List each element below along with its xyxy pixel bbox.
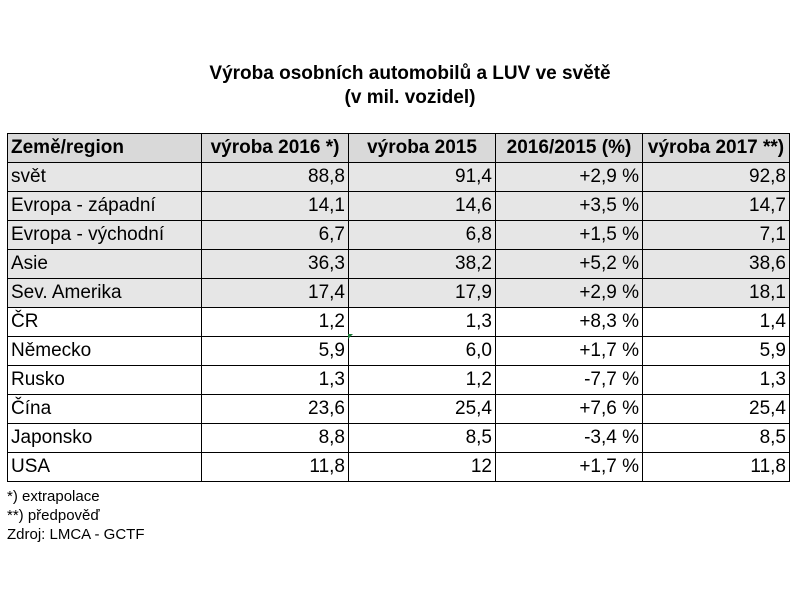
cell-production-2016: 36,3 bbox=[201, 249, 349, 279]
cell-production-2017: 1,4 bbox=[642, 307, 790, 337]
cell-change-2016-2015: +8,3 % bbox=[495, 307, 643, 337]
footnote-extrapolation: *) extrapolace bbox=[7, 488, 100, 505]
table-header-row: Země/region výroba 2016 *) výroba 2015 2016… bbox=[7, 133, 790, 163]
header-production-2015: výroba 2015 bbox=[348, 133, 496, 163]
cell-production-2015: 1,2 bbox=[348, 365, 496, 395]
cell-production-2017: 14,7 bbox=[642, 191, 790, 221]
cell-region: svět bbox=[7, 162, 202, 192]
cell-change-2016-2015: +1,5 % bbox=[495, 220, 643, 250]
table-row: Sev. Amerika 17,4 17,9 +2,9 % 18,1 bbox=[7, 278, 790, 308]
cell-change-2016-2015: +1,7 % bbox=[495, 452, 643, 482]
cell-production-2017: 7,1 bbox=[642, 220, 790, 250]
cell-production-2016: 17,4 bbox=[201, 278, 349, 308]
cell-change-2016-2015: +2,9 % bbox=[495, 278, 643, 308]
chart-subtitle: (v mil. vozidel) bbox=[344, 87, 476, 108]
cell-production-2015: 12 bbox=[348, 452, 496, 482]
cell-production-2016: 11,8 bbox=[201, 452, 349, 482]
cell-production-2017: 92,8 bbox=[642, 162, 790, 192]
cell-region: USA bbox=[7, 452, 202, 482]
cell-change-2016-2015: +7,6 % bbox=[495, 394, 643, 424]
cell-region: Rusko bbox=[7, 365, 202, 395]
cell-production-2017: 11,8 bbox=[642, 452, 790, 482]
cell-change-2016-2015: -7,7 % bbox=[495, 365, 643, 395]
cell-production-2015: 38,2 bbox=[348, 249, 496, 279]
source-note: Zdroj: LMCA - GCTF bbox=[7, 526, 145, 543]
cell-production-2017: 18,1 bbox=[642, 278, 790, 308]
table-row: svět 88,8 91,4 +2,9 % 92,8 bbox=[7, 162, 790, 192]
cell-production-2016: 6,7 bbox=[201, 220, 349, 250]
cell-change-2016-2015: +5,2 % bbox=[495, 249, 643, 279]
chart-title-block: Výroba osobních automobilů a LUV ve svět… bbox=[0, 62, 800, 110]
cell-production-2016: 8,8 bbox=[201, 423, 349, 453]
cell-production-2016: 5,9 bbox=[201, 336, 349, 366]
cell-region: Evropa - západní bbox=[7, 191, 202, 221]
chart-title: Výroba osobních automobilů a LUV ve svět… bbox=[209, 63, 611, 84]
cell-production-2015: 6,8 bbox=[348, 220, 496, 250]
cell-region: Asie bbox=[7, 249, 202, 279]
cell-change-2016-2015: -3,4 % bbox=[495, 423, 643, 453]
cell-change-2016-2015: +1,7 % bbox=[495, 336, 643, 366]
cell-production-2016: 23,6 bbox=[201, 394, 349, 424]
cell-production-2016: 14,1 bbox=[201, 191, 349, 221]
header-region: Země/region bbox=[7, 133, 202, 163]
cell-region: Evropa - východní bbox=[7, 220, 202, 250]
header-production-2017: výroba 2017 **) bbox=[642, 133, 790, 163]
footnote-forecast: **) předpověď bbox=[7, 507, 100, 524]
cell-region: Sev. Amerika bbox=[7, 278, 202, 308]
cell-change-2016-2015: +3,5 % bbox=[495, 191, 643, 221]
cell-production-2015: 1,3 bbox=[348, 307, 496, 337]
table-row: Německo 5,9 6,0 +1,7 % 5,9 bbox=[7, 336, 790, 366]
table-row: Čína 23,6 25,4 +7,6 % 25,4 bbox=[7, 394, 790, 424]
header-production-2016: výroba 2016 *) bbox=[201, 133, 349, 163]
cell-production-2017: 1,3 bbox=[642, 365, 790, 395]
cell-region: Německo bbox=[7, 336, 202, 366]
production-table: Země/region výroba 2016 *) výroba 2015 2016… bbox=[7, 133, 790, 482]
table-row: Asie 36,3 38,2 +5,2 % 38,6 bbox=[7, 249, 790, 279]
cell-production-2015: 8,5 bbox=[348, 423, 496, 453]
cell-production-2015: 6,0 bbox=[348, 336, 496, 366]
cell-production-2017: 5,9 bbox=[642, 336, 790, 366]
table-row: Rusko 1,3 1,2 -7,7 % 1,3 bbox=[7, 365, 790, 395]
table-row: Japonsko 8,8 8,5 -3,4 % 8,5 bbox=[7, 423, 790, 453]
table-row: ČR 1,2 1,3 +8,3 % 1,4 bbox=[7, 307, 790, 337]
cell-production-2015: 14,6 bbox=[348, 191, 496, 221]
table-row: USA 11,8 12 +1,7 % 11,8 bbox=[7, 452, 790, 482]
table-row: Evropa - východní 6,7 6,8 +1,5 % 7,1 bbox=[7, 220, 790, 250]
footnotes: *) extrapolace **) předpověď Zdroj: LMCA… bbox=[7, 487, 145, 544]
cell-region: Japonsko bbox=[7, 423, 202, 453]
cell-production-2016: 88,8 bbox=[201, 162, 349, 192]
header-change-2016-2015: 2016/2015 (%) bbox=[495, 133, 643, 163]
cell-production-2015: 91,4 bbox=[348, 162, 496, 192]
cell-production-2015: 17,9 bbox=[348, 278, 496, 308]
cell-production-2017: 25,4 bbox=[642, 394, 790, 424]
cell-production-2017: 8,5 bbox=[642, 423, 790, 453]
cell-comment-marker bbox=[348, 334, 353, 339]
cell-production-2017: 38,6 bbox=[642, 249, 790, 279]
table-row: Evropa - západní 14,1 14,6 +3,5 % 14,7 bbox=[7, 191, 790, 221]
cell-change-2016-2015: +2,9 % bbox=[495, 162, 643, 192]
cell-production-2015: 25,4 bbox=[348, 394, 496, 424]
cell-production-2016: 1,2 bbox=[201, 307, 349, 337]
cell-production-2016: 1,3 bbox=[201, 365, 349, 395]
cell-region: ČR bbox=[7, 307, 202, 337]
cell-region: Čína bbox=[7, 394, 202, 424]
table-body: Země/region výroba 2016 *) výroba 2015 2016… bbox=[7, 133, 790, 482]
